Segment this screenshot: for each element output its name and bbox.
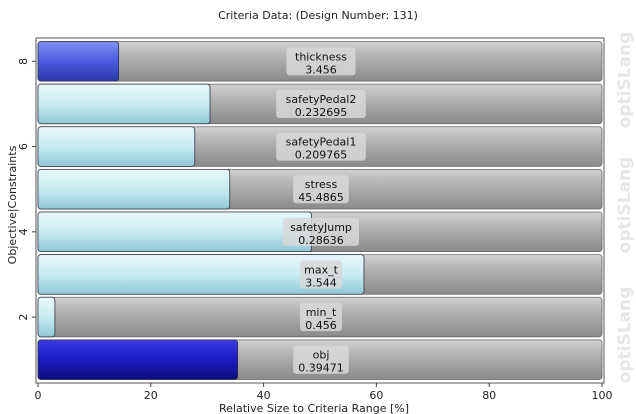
chart-title: Criteria Data: (Design Number: 131) — [218, 9, 418, 22]
bar-safetyJump — [37, 211, 312, 253]
bars-layer: obj0.39471min_t0.456max_t3.544safetyJump… — [37, 41, 603, 380]
bar-thickness — [37, 41, 120, 82]
bar-name-label: max_t — [304, 263, 338, 276]
watermark-group: optiSLang optiSLang optiSLang — [615, 32, 635, 384]
bar-value-label: 0.28636 — [298, 234, 344, 247]
bar-row-max_t: max_t3.544 — [37, 254, 603, 295]
bar-name-label: safetyJump — [290, 221, 352, 234]
bar-min_t — [37, 296, 56, 338]
watermark-1: optiSLang — [615, 32, 635, 129]
bar-label-box — [276, 132, 366, 161]
bar-name-label: obj — [313, 349, 330, 362]
watermark-3: optiSLang — [615, 287, 635, 384]
y-axis: 2 4 6 8 — [17, 58, 36, 321]
x-tick-label: 80 — [482, 389, 496, 402]
bar-name-label: safetyPedal2 — [286, 93, 357, 106]
x-axis: 0 20 40 60 80 100 — [35, 383, 613, 402]
bar-safetyPedal2 — [37, 83, 211, 125]
bar-label-box — [300, 303, 342, 332]
y-tick-label: 8 — [17, 58, 30, 65]
x-tick-label: 40 — [257, 389, 271, 402]
x-tick-label: 100 — [592, 389, 613, 402]
bar-label-box — [293, 345, 349, 374]
bar-label-box — [276, 89, 366, 118]
bar-value-label: 0.209765 — [295, 149, 348, 162]
bar-name-label: safetyPedal1 — [286, 136, 357, 149]
x-tick-label: 60 — [369, 389, 383, 402]
bar-value-label: 0.39471 — [298, 362, 344, 375]
bar-value-label: 0.456 — [305, 319, 337, 332]
bar-name-label: min_t — [306, 306, 337, 319]
watermark-2: optiSLang — [615, 157, 635, 254]
bar-stress — [37, 168, 231, 210]
bar-max_t — [37, 254, 365, 295]
x-tick-label: 20 — [144, 389, 158, 402]
bar-label-box — [293, 175, 349, 204]
bar-obj — [37, 339, 239, 380]
bar-name-label: stress — [305, 178, 338, 191]
bar-label-box — [283, 217, 359, 246]
bar-value-label: 0.232695 — [295, 106, 348, 119]
bar-value-label: 3.544 — [305, 276, 337, 289]
bar-label-box — [286, 47, 356, 76]
bar-value-label: 3.456 — [305, 63, 337, 76]
bar-value-label: 45.4865 — [298, 191, 344, 204]
x-tick-label: 0 — [35, 389, 42, 402]
y-axis-title: Objective|Constraints — [6, 145, 19, 264]
bar-row-min_t: min_t0.456 — [37, 296, 603, 338]
y-tick-label: 2 — [17, 314, 30, 321]
y-tick-label: 4 — [17, 228, 30, 235]
bar-safetyPedal1 — [37, 126, 196, 167]
y-tick-label: 6 — [17, 143, 30, 150]
x-axis-title: Relative Size to Criteria Range [%] — [219, 402, 409, 414]
bar-label-box — [300, 260, 342, 289]
bar-name-label: thickness — [295, 50, 347, 63]
